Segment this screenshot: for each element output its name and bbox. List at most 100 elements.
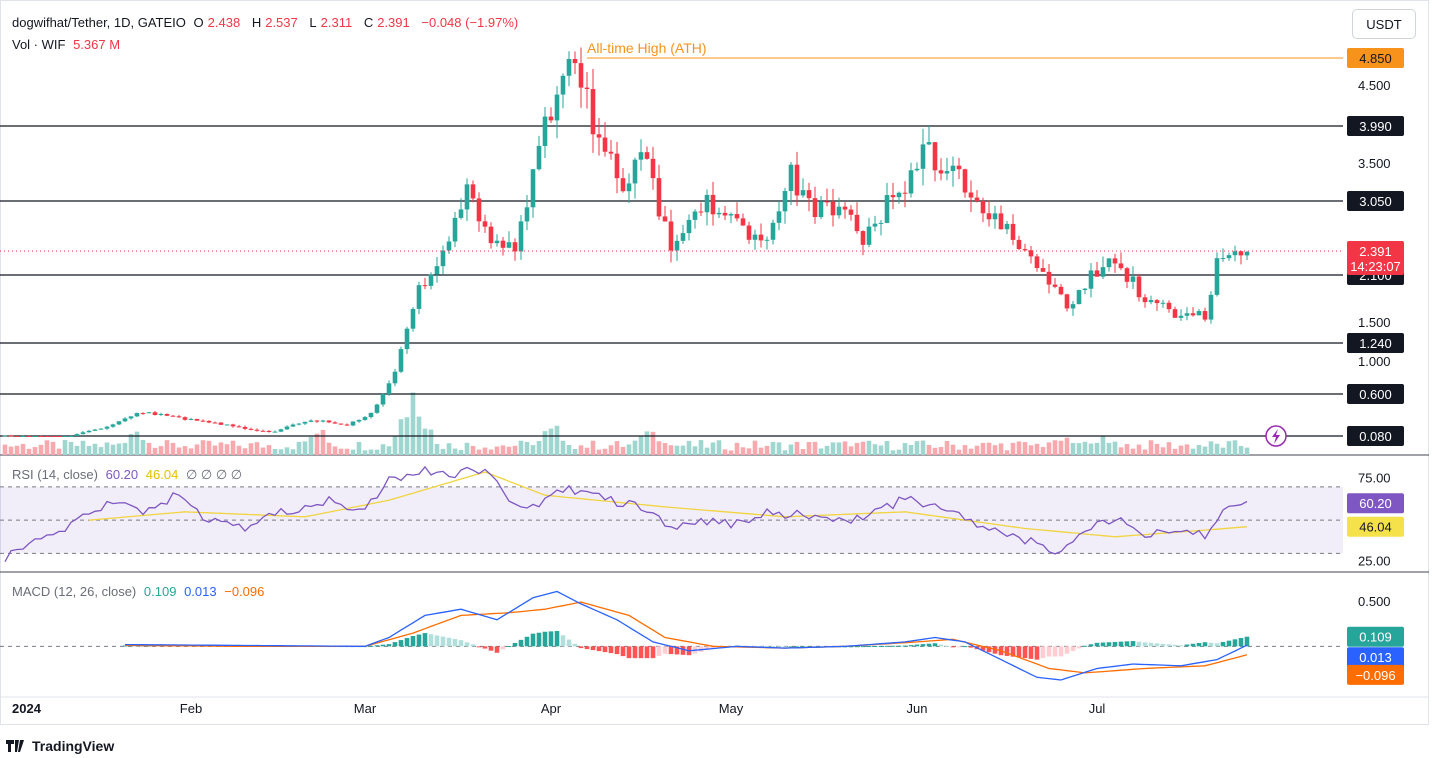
macd-histogram-bar [1106,642,1112,647]
candle-body [896,192,902,198]
volume-bar [968,448,974,455]
candle-body [656,178,662,217]
candle-body [254,429,260,431]
candle-body [116,421,122,425]
low-label: L [309,15,317,30]
rsi-extra: ∅ ∅ ∅ ∅ [185,467,243,482]
volume-bar [800,448,806,455]
candle-body [362,417,368,420]
candle-body [782,191,788,212]
macd-histogram-bar [494,646,500,653]
volume-bar [536,440,542,455]
volume-bar [164,440,170,455]
tradingview-logo[interactable]: TradingView [6,738,114,754]
candle-body [956,165,962,170]
volume-bar [752,440,758,455]
candle-body [302,421,308,424]
macd-histogram-bar [566,639,572,647]
tradingview-brand: TradingView [32,738,115,754]
candle-body [512,242,518,252]
volume-bar [1076,443,1082,455]
volume-bar [1166,442,1172,455]
macd-histogram-bar [926,643,932,647]
volume-bar [386,446,392,455]
candle-body [1154,300,1160,304]
volume-bar [392,435,398,455]
volume-bar [1088,443,1094,455]
macd-histogram-bar [1076,646,1082,649]
macd-histogram-bar [860,646,866,648]
macd-histogram-bar [878,645,884,647]
volume-bar [1106,442,1112,455]
time-tick-label: 2024 [12,701,42,716]
volume-bar [236,445,242,455]
candle-body [608,151,614,154]
candle-body [590,89,596,135]
candle-body [1040,268,1046,272]
volume-bar [20,443,26,455]
level-label-box [1347,48,1404,68]
level-label: 4.850 [1359,51,1392,66]
candle-body [494,240,500,244]
chart-canvas[interactable]: 4.5003.5001.5001.0004.8503.9903.0502.100… [0,0,1429,725]
volume-bar [860,441,866,455]
macd-histogram-bar [884,645,890,647]
volume-bar [428,429,434,455]
macd-histogram-bar [1226,640,1232,647]
volume-label[interactable]: Vol · WIF [12,37,66,52]
macd-histogram-bar [1130,641,1136,647]
currency-button[interactable]: USDT [1352,9,1416,39]
macd-histogram-bar [704,646,710,651]
macd-histogram-bar [638,646,644,659]
candle-body [368,412,374,418]
rsi-label[interactable]: RSI (14, close) [12,467,98,482]
candle-body [974,197,980,201]
candle-body [440,250,446,267]
candle-body [218,422,224,425]
candle-body [1076,290,1082,305]
macd-histogram-bar [1220,641,1226,647]
macd-label[interactable]: MACD (12, 26, close) [12,584,137,599]
macd-histogram-bar [1022,646,1028,659]
volume-bar [1100,436,1106,455]
candle-body [830,201,836,216]
volume-bar [824,445,830,455]
volume-bar [548,428,554,455]
candle-body [710,194,716,215]
candle-body [572,58,578,64]
volume-bar [140,440,146,455]
macd-histogram-bar [1118,641,1124,647]
macd-histogram-bar [368,645,374,647]
candle-body [404,328,410,350]
volume-bar [872,444,878,455]
rsi-ma-line [88,471,1248,538]
volume-bar [1232,440,1238,455]
macd-histogram-bar [410,636,416,647]
macd-histogram-bar [668,646,674,655]
volume-bar [458,450,464,455]
macd-line-value: 0.013 [184,584,217,599]
candle-body [914,168,920,171]
volume-bar [170,442,176,455]
candle-body [380,394,386,405]
volume-bar [176,447,182,455]
candle-body [968,192,974,198]
level-label: 0.600 [1359,387,1392,402]
macd-histogram-bar [956,646,962,648]
macd-histogram-bar [476,646,482,648]
volume-bar [338,448,344,455]
candle-body [1142,297,1148,303]
candle-body [188,418,194,420]
volume-bar [266,445,272,455]
symbol-label[interactable]: dogwifhat/Tether, 1D, GATEIO [12,15,186,30]
volume-bar [284,447,290,455]
candle-body [428,274,434,286]
candle-body [1184,313,1190,316]
candle-body [662,216,668,222]
price-tick-label: 4.500 [1358,78,1391,93]
candle-body [1148,300,1154,303]
macd-histogram-bar [572,643,578,647]
macd-legend: MACD (12, 26, close) 0.109 0.013 −0.096 [12,584,268,599]
volume-bar [812,441,818,455]
volume-bar [806,442,812,455]
